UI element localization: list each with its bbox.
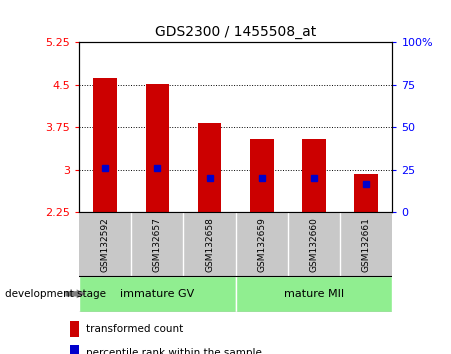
Text: development stage: development stage [5, 289, 106, 299]
Text: immature GV: immature GV [120, 289, 194, 299]
Bar [93, 78, 117, 212]
Bar [79, 276, 236, 312]
Text: GSM132659: GSM132659 [257, 217, 266, 272]
Bar [236, 276, 392, 312]
Title: GDS2300 / 1455508_at: GDS2300 / 1455508_at [155, 25, 316, 39]
Bar [198, 124, 221, 212]
Text: mature MII: mature MII [284, 289, 344, 299]
Text: GSM132657: GSM132657 [153, 217, 162, 272]
Text: GSM132592: GSM132592 [101, 217, 110, 272]
Bar [302, 139, 326, 212]
Bar [70, 321, 79, 337]
Bar [250, 139, 273, 212]
Text: GSM132660: GSM132660 [309, 217, 318, 272]
Text: transformed count: transformed count [86, 324, 183, 334]
Bar [146, 84, 169, 212]
Text: GSM132658: GSM132658 [205, 217, 214, 272]
Text: GSM132661: GSM132661 [362, 217, 371, 272]
Text: percentile rank within the sample: percentile rank within the sample [86, 348, 262, 354]
Bar [70, 345, 79, 354]
Bar [354, 175, 378, 212]
